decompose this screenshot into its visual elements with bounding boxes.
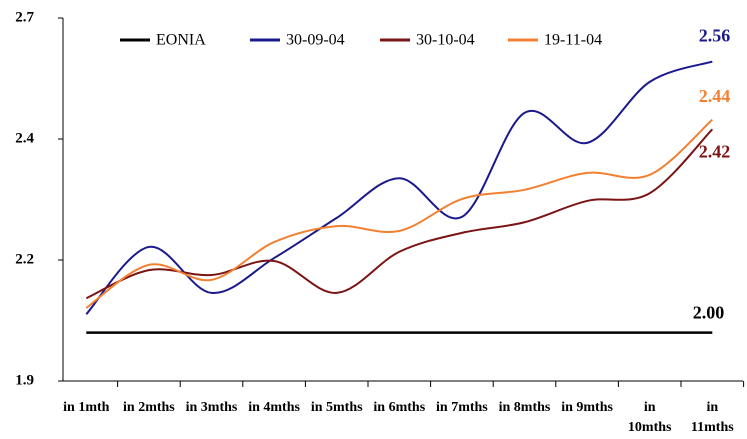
x-tick-label: in 7mths (436, 400, 488, 415)
value-label: 2.44 (699, 86, 731, 106)
x-tick-label: in 10mths (627, 400, 672, 435)
legend-label: 19-11-04 (544, 32, 602, 49)
y-tick-label: 2.4 (15, 130, 34, 146)
x-tick-label: in 9mths (561, 400, 613, 415)
x-tick-label: in 11mths (690, 400, 734, 435)
series-line (85, 60, 713, 315)
y-tick-label: 1.9 (15, 372, 34, 388)
x-tick-label: in 8mths (498, 400, 551, 415)
x-tick-label: in 1mth (63, 400, 110, 415)
series-line (85, 118, 713, 309)
value-label: 2.56 (699, 26, 731, 46)
value-label: 2.00 (693, 303, 725, 323)
x-tick-label: in 2mths (123, 400, 175, 415)
x-tick-label: in 6mths (373, 400, 426, 415)
y-tick-label: 2.2 (15, 251, 34, 267)
value-label: 2.42 (699, 141, 731, 161)
x-tick-label: in 4mths (248, 400, 300, 415)
y-tick-label: 2.7 (15, 9, 34, 25)
legend-label: 30-09-04 (286, 32, 345, 49)
series-line (85, 128, 714, 300)
x-tick-label: in 5mths (310, 400, 363, 415)
legend-label: EONIA (156, 32, 206, 49)
x-tick-label: in 3mths (185, 400, 238, 415)
legend-label: 30-10-04 (416, 32, 475, 49)
